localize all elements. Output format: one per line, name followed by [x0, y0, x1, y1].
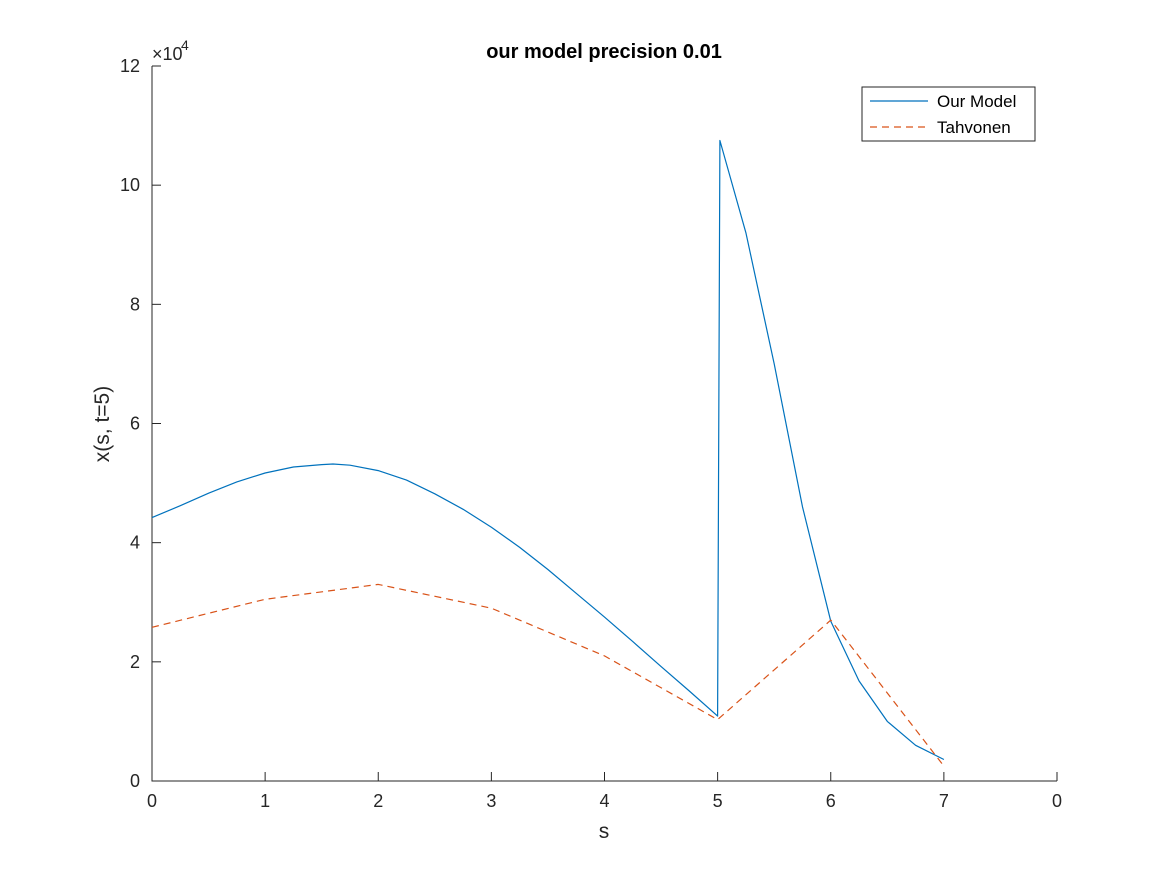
- y-axis-label: x(s, t=5): [91, 386, 114, 462]
- x-tick-label: 2: [373, 791, 383, 811]
- y-tick-label: 2: [130, 652, 140, 672]
- y-tick-label: 10: [120, 175, 140, 195]
- x-tick-label: 4: [599, 791, 609, 811]
- legend: Our Model Tahvonen: [861, 86, 1036, 142]
- x-tick-label: 0: [1052, 791, 1062, 811]
- chart-title: our model precision 0.01: [486, 41, 722, 63]
- series-line-our-model: [151, 139, 945, 761]
- x-tick-label: 1: [260, 791, 270, 811]
- series-line-tahvonen: [151, 583, 945, 767]
- x-tick-label: 5: [713, 791, 723, 811]
- x-axis-label: s: [599, 820, 610, 843]
- y-axis-exponent: ×10 4: [152, 37, 189, 64]
- legend-entry-label: Tahvonen: [937, 118, 1011, 137]
- legend-entry-label: Our Model: [937, 92, 1016, 111]
- y-tick-label: 4: [130, 533, 140, 553]
- y-exponent-power: 4: [181, 37, 189, 53]
- y-tick-label: 12: [120, 56, 140, 76]
- y-tick-label: 0: [130, 771, 140, 791]
- x-tick-label: 3: [486, 791, 496, 811]
- x-tick-label: 6: [826, 791, 836, 811]
- y-exponent-base: ×10: [152, 44, 183, 64]
- x-tick-label: 0: [147, 791, 157, 811]
- x-tick-label: 7: [939, 791, 949, 811]
- y-tick-label: 6: [130, 414, 140, 434]
- y-tick-label: 8: [130, 294, 140, 314]
- legend-box: [861, 86, 1036, 142]
